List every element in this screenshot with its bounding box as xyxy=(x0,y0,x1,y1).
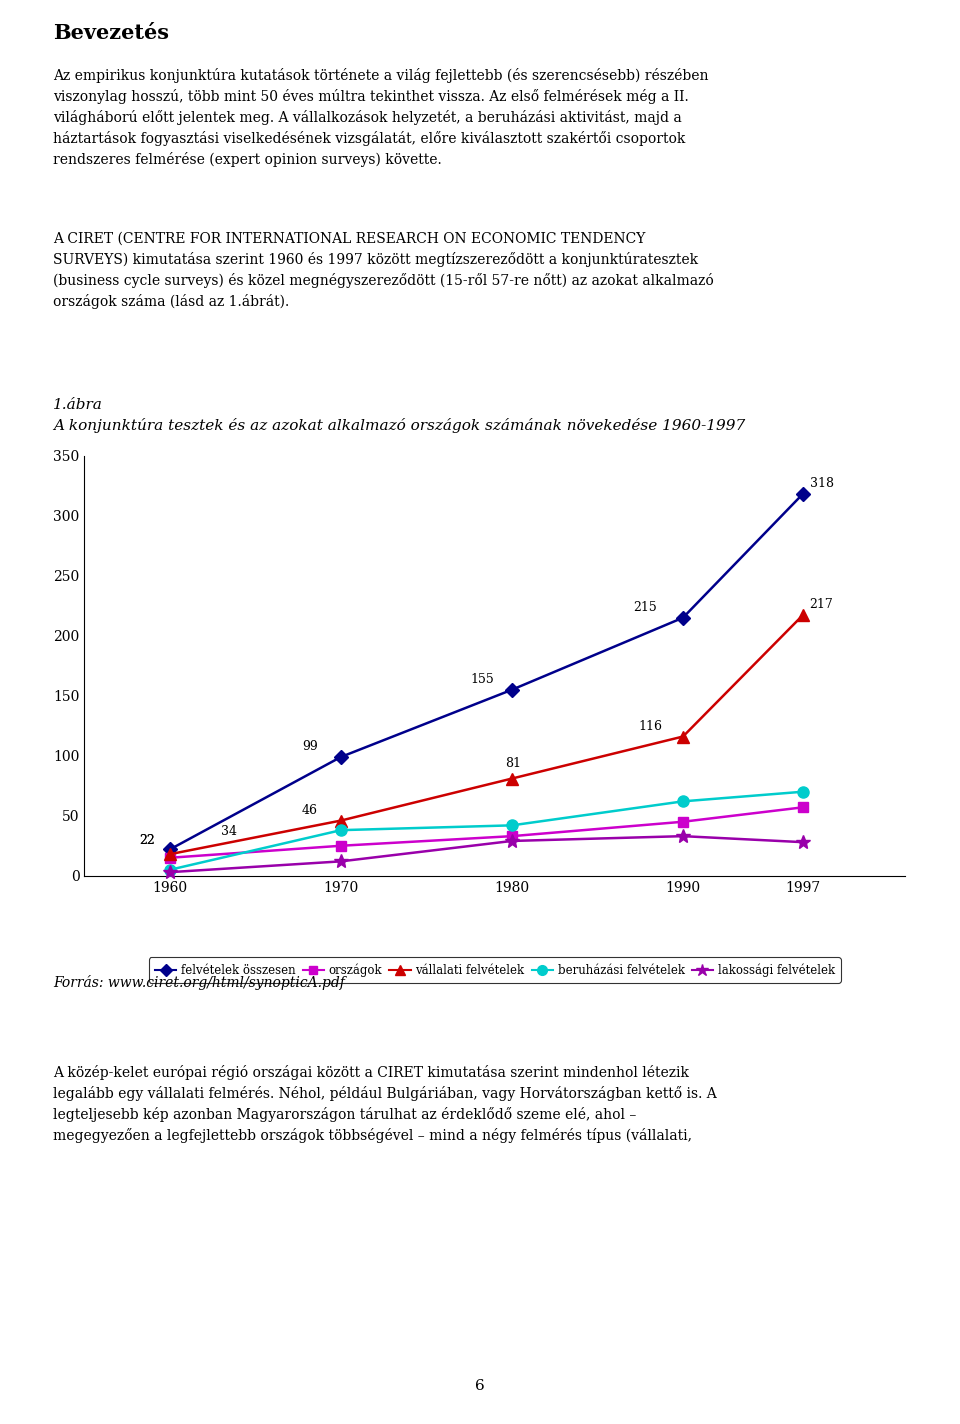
Text: 215: 215 xyxy=(633,601,657,614)
Line: vállalati felvételek: vállalati felvételek xyxy=(164,609,808,860)
lakossági felvételek xyxy=(506,833,517,850)
országok xyxy=(677,813,688,830)
Legend: felvételek összesen, országok, vállalati felvételek, beruházási felvételek, lako: felvételek összesen, országok, vállalati… xyxy=(149,957,841,983)
Text: 116: 116 xyxy=(638,719,662,732)
Text: 22: 22 xyxy=(139,834,156,847)
vállalati felvételek xyxy=(164,846,176,863)
Text: Forrás: www.ciret.org/html/synopticA.pdf: Forrás: www.ciret.org/html/synopticA.pdf xyxy=(53,975,345,990)
Line: országok: országok xyxy=(165,803,807,863)
Text: 34: 34 xyxy=(222,824,237,837)
országok xyxy=(797,799,808,816)
országok xyxy=(506,827,517,844)
vállalati felvételek xyxy=(335,812,347,829)
lakossági felvételek xyxy=(677,827,688,844)
Text: 81: 81 xyxy=(505,758,521,770)
Line: felvételek összesen: felvételek összesen xyxy=(165,490,807,854)
országok xyxy=(335,837,347,854)
beruházási felvételek xyxy=(335,822,347,839)
Text: A CIRET (CENTRE FOR INTERNATIONAL RESEARCH ON ECONOMIC TENDENCY
SURVEYS) kimutat: A CIRET (CENTRE FOR INTERNATIONAL RESEAR… xyxy=(53,232,713,309)
beruházási felvételek xyxy=(797,783,808,800)
felvételek összesen xyxy=(797,486,808,503)
Text: 99: 99 xyxy=(302,740,318,753)
Text: 318: 318 xyxy=(809,477,833,490)
lakossági felvételek xyxy=(164,863,176,880)
felvételek összesen xyxy=(677,609,688,627)
Text: 46: 46 xyxy=(302,803,318,816)
Text: 217: 217 xyxy=(809,598,833,611)
beruházási felvételek xyxy=(506,817,517,834)
Line: lakossági felvételek: lakossági felvételek xyxy=(163,829,809,879)
Text: Az empirikus konjunktúra kutatások története a világ fejlettebb (és szerencséseb: Az empirikus konjunktúra kutatások törté… xyxy=(53,68,708,167)
beruházási felvételek xyxy=(677,793,688,810)
beruházási felvételek xyxy=(164,862,176,879)
felvételek összesen xyxy=(164,840,176,857)
Text: A konjunktúra tesztek és az azokat alkalmazó országok számának növekedése 1960-1: A konjunktúra tesztek és az azokat alkal… xyxy=(53,419,745,433)
Line: beruházási felvételek: beruházási felvételek xyxy=(164,786,808,876)
felvételek összesen xyxy=(506,681,517,698)
felvételek összesen xyxy=(335,749,347,766)
Text: 22: 22 xyxy=(139,834,156,847)
vállalati felvételek xyxy=(797,607,808,624)
lakossági felvételek xyxy=(335,853,347,870)
vállalati felvételek xyxy=(677,728,688,745)
Text: 155: 155 xyxy=(470,672,494,686)
Text: A közép-kelet európai régió országai között a CIRET kimutatása szerint mindenhol: A közép-kelet európai régió országai köz… xyxy=(53,1065,716,1143)
Text: Bevezetés: Bevezetés xyxy=(53,23,169,43)
Text: 1.ábra: 1.ábra xyxy=(53,397,103,412)
országok xyxy=(164,849,176,866)
Text: 6: 6 xyxy=(475,1378,485,1393)
vállalati felvételek xyxy=(506,770,517,787)
lakossági felvételek xyxy=(797,833,808,850)
